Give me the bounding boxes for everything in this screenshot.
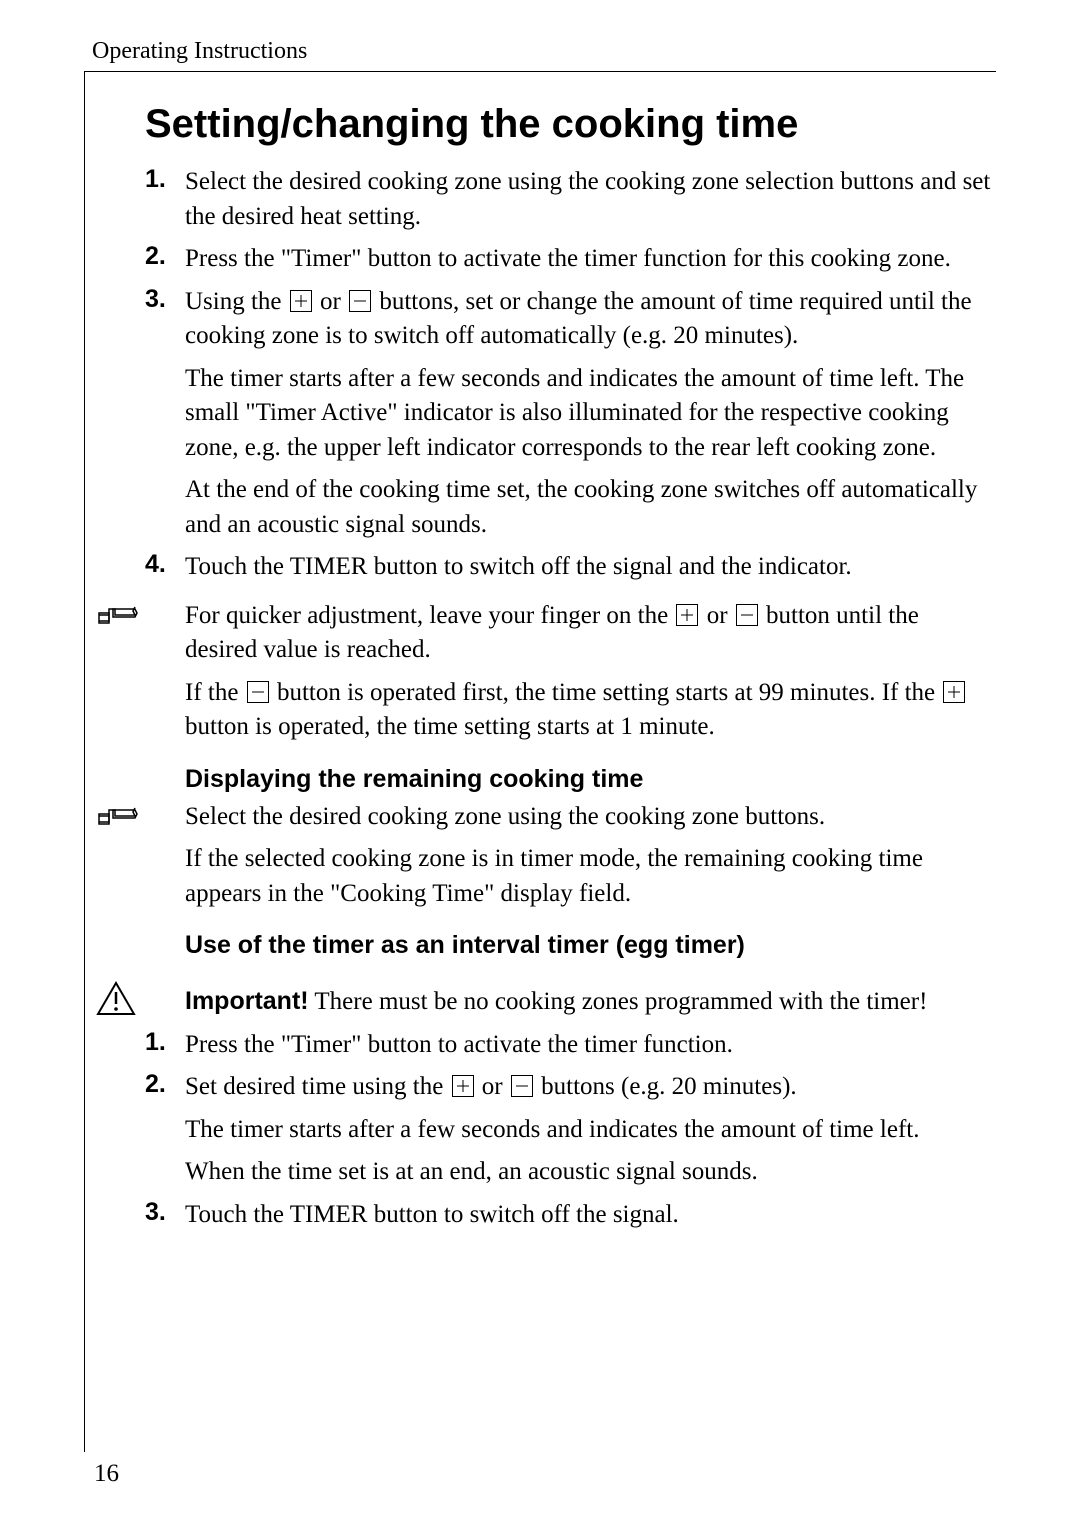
- timer-step-3: 3. Touch the TIMER button to switch off …: [145, 1198, 996, 1233]
- step-number: 3.: [145, 285, 166, 314]
- plus-icon: [676, 604, 698, 626]
- text-part: buttons (e.g. 20 minutes).: [535, 1073, 797, 1100]
- step-text: Set desired time using the or buttons (e…: [185, 1070, 996, 1105]
- text-part: or: [700, 602, 733, 629]
- minus-icon: [247, 681, 269, 703]
- step-text: Press the "Timer" button to activate the…: [185, 1028, 996, 1063]
- subheading-display: Displaying the remaining cooking time: [145, 765, 996, 794]
- step-number: 1.: [145, 165, 166, 194]
- hand-note-icon: [97, 802, 139, 830]
- note-text: For quicker adjustment, leave your finge…: [185, 599, 996, 668]
- note-1: For quicker adjustment, leave your finge…: [145, 599, 996, 668]
- step-text: Using the or buttons, set or change the …: [185, 285, 996, 354]
- step-text: Select the desired cooking zone using th…: [185, 165, 996, 234]
- minus-icon: [511, 1075, 533, 1097]
- text-part: button is operated first, the time setti…: [271, 679, 942, 706]
- note-2: Select the desired cooking zone using th…: [145, 800, 996, 835]
- step-number: 1.: [145, 1028, 166, 1057]
- step-number: 2.: [145, 1070, 166, 1099]
- header-text: Operating Instructions: [84, 38, 996, 65]
- step-text: Touch the TIMER button to switch off the…: [185, 550, 996, 585]
- plus-icon: [943, 681, 965, 703]
- text-part: or: [314, 288, 347, 315]
- plus-icon: [452, 1075, 474, 1097]
- timer-extra-text: The timer starts after a few seconds and…: [145, 1113, 996, 1148]
- minus-icon: [349, 290, 371, 312]
- text-part: If the: [185, 679, 245, 706]
- text-part: button is operated, the time setting sta…: [185, 713, 715, 740]
- step-1: 1. Select the desired cooking zone using…: [145, 165, 996, 234]
- important-text: Important! There must be no cooking zone…: [185, 984, 996, 1020]
- step-2: 2. Press the "Timer" button to activate …: [145, 242, 996, 277]
- step-number: 3.: [145, 1198, 166, 1227]
- timer-step-1: 1. Press the "Timer" button to activate …: [145, 1028, 996, 1063]
- important-label: Important!: [185, 987, 309, 1015]
- subheading-timer: Use of the timer as an interval timer (e…: [145, 931, 996, 960]
- step-extra-text: The timer starts after a few seconds and…: [145, 362, 996, 466]
- step-extra-text: At the end of the cooking time set, the …: [145, 473, 996, 542]
- note-extra-text: If the selected cooking zone is in timer…: [145, 842, 996, 911]
- content-area: Setting/changing the cooking time 1. Sel…: [84, 72, 996, 1452]
- step-text: Press the "Timer" button to activate the…: [185, 242, 996, 277]
- page-number: 16: [94, 1460, 119, 1488]
- step-number: 2.: [145, 242, 166, 271]
- plus-icon: [290, 290, 312, 312]
- page-container: Operating Instructions Setting/changing …: [0, 0, 1080, 1532]
- step-number: 4.: [145, 550, 166, 579]
- text-part: or: [476, 1073, 509, 1100]
- main-title: Setting/changing the cooking time: [145, 102, 996, 147]
- note-extra-text: If the button is operated first, the tim…: [145, 676, 996, 745]
- step-4: 4. Touch the TIMER button to switch off …: [145, 550, 996, 585]
- text-part: Using the: [185, 288, 288, 315]
- text-part: For quicker adjustment, leave your finge…: [185, 602, 674, 629]
- important-note: Important! There must be no cooking zone…: [145, 984, 996, 1020]
- note-text: Select the desired cooking zone using th…: [185, 800, 996, 835]
- minus-icon: [736, 604, 758, 626]
- timer-extra-text: When the time set is at an end, an acous…: [145, 1155, 996, 1190]
- step-3: 3. Using the or buttons, set or change t…: [145, 285, 996, 354]
- warning-icon: [95, 980, 137, 1018]
- hand-note-icon: [97, 601, 139, 629]
- text-part: Set desired time using the: [185, 1073, 450, 1100]
- step-text: Touch the TIMER button to switch off the…: [185, 1198, 996, 1233]
- timer-step-2: 2. Set desired time using the or buttons…: [145, 1070, 996, 1105]
- text-part: There must be no cooking zones programme…: [309, 988, 928, 1015]
